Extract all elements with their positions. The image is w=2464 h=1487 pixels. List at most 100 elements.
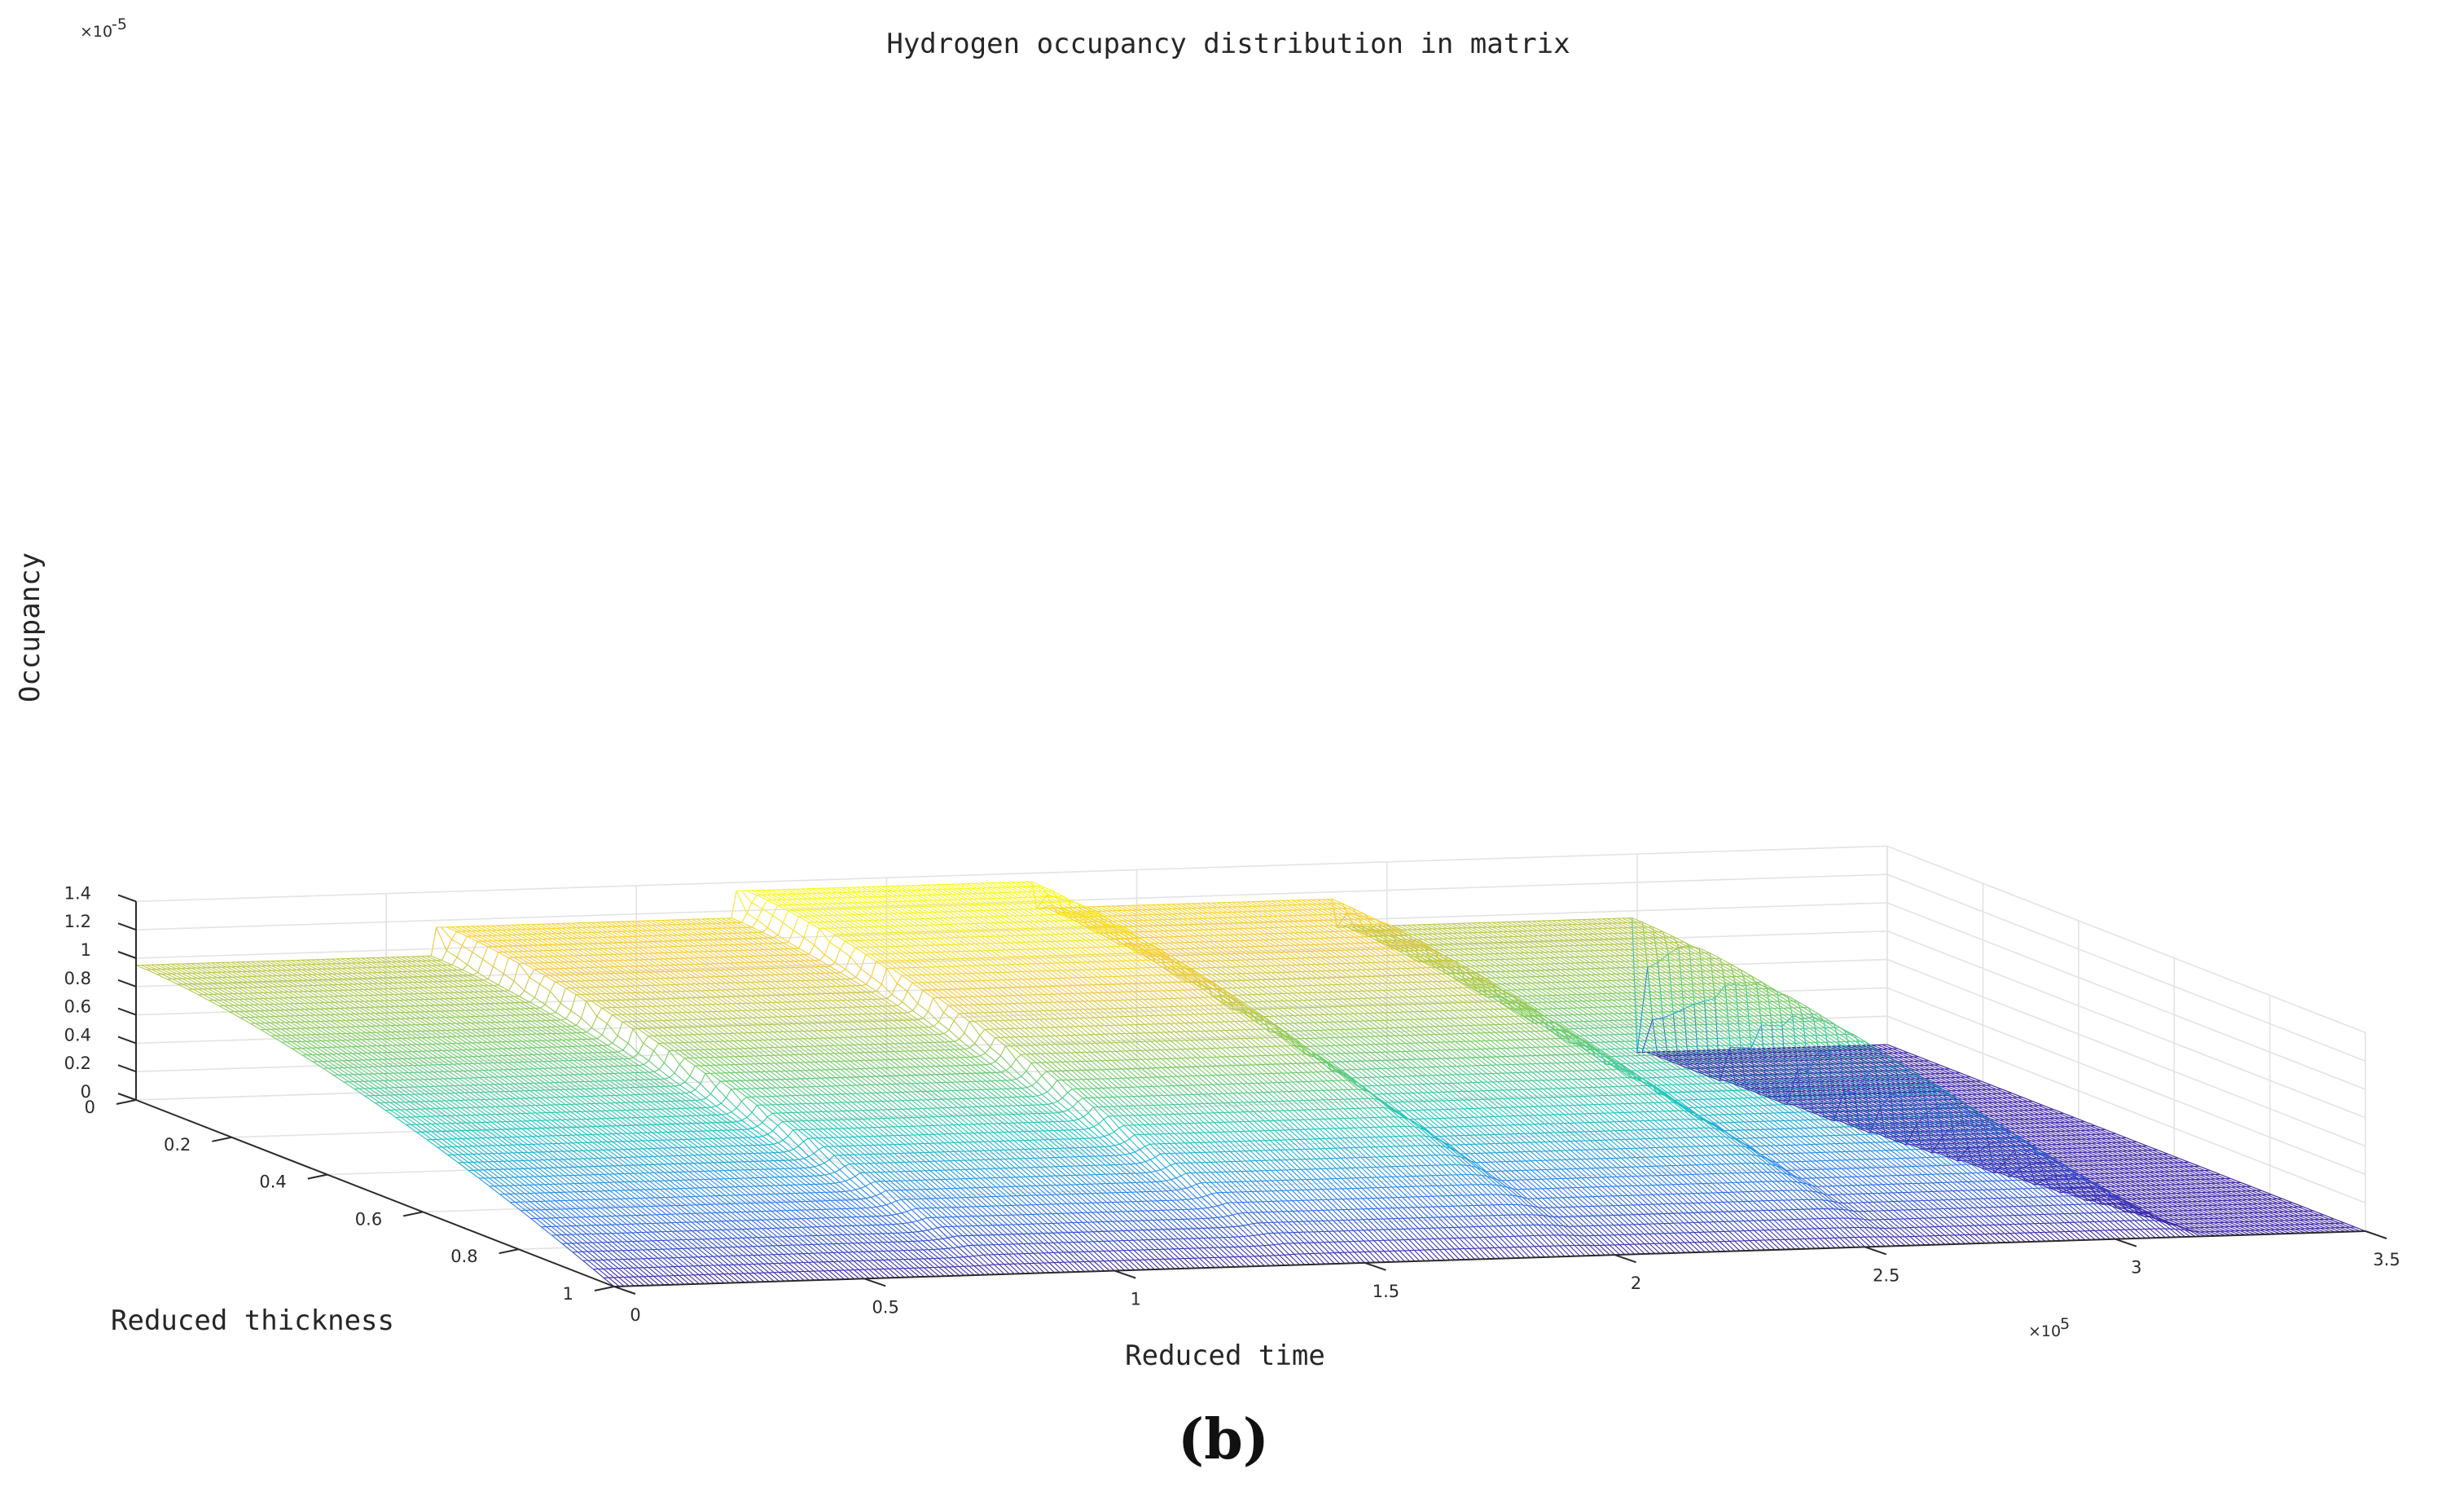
mesh-line — [870, 1181, 876, 1184]
mesh-line — [1191, 1183, 1197, 1187]
mesh-line — [1807, 1190, 1813, 1192]
mesh-line — [1114, 1143, 1120, 1146]
mesh-line — [1187, 1198, 1192, 1200]
mesh-line — [1104, 1146, 1110, 1147]
mesh-line — [1460, 1164, 1467, 1166]
mesh-line — [952, 1235, 959, 1238]
mesh-line — [921, 1216, 928, 1221]
mesh-line — [1160, 1167, 1166, 1171]
mesh-line — [978, 1254, 984, 1256]
mesh-line — [1248, 1234, 1254, 1237]
mesh-line — [1237, 1212, 1243, 1215]
mesh-line — [1197, 1196, 1202, 1199]
mesh-line — [917, 1230, 923, 1233]
mesh-line — [1228, 1214, 1233, 1216]
mesh-line — [1181, 1187, 1187, 1190]
mesh-line — [1124, 1153, 1131, 1155]
mesh-line — [1232, 1212, 1238, 1216]
mesh-line — [1268, 1244, 1274, 1246]
mesh-line — [1201, 1194, 1207, 1198]
mesh-line — [1538, 1214, 1544, 1216]
mesh-line — [876, 1205, 881, 1208]
mesh-line — [845, 1190, 851, 1192]
mesh-line — [1211, 1192, 1218, 1194]
mesh-line — [907, 1221, 912, 1224]
mesh-line — [1859, 1218, 1864, 1221]
mesh-line — [1289, 1253, 1295, 1256]
mesh-line — [890, 1200, 897, 1204]
mesh-line — [928, 1239, 933, 1241]
mesh-line — [1777, 1172, 1782, 1174]
mesh-line — [1171, 1163, 1176, 1166]
mesh-line — [1149, 1156, 1156, 1160]
mesh-line — [1140, 1161, 1146, 1164]
mesh-line — [1278, 1243, 1285, 1245]
mesh-line — [855, 1199, 861, 1200]
mesh-line — [916, 1219, 923, 1222]
mesh-line — [1853, 1210, 1859, 1212]
mesh-line — [906, 1209, 912, 1212]
mesh-line — [876, 1193, 881, 1196]
mesh-line — [1273, 1243, 1280, 1246]
mesh-line — [901, 1211, 907, 1214]
mesh-line — [1232, 1225, 1239, 1228]
mesh-line — [1476, 1174, 1482, 1177]
mesh-line — [1166, 1179, 1171, 1181]
mesh-line — [911, 1220, 918, 1223]
mesh-line — [1186, 1186, 1192, 1189]
mesh-line — [1217, 1216, 1223, 1218]
mesh-line — [1258, 1234, 1264, 1236]
mesh-line — [1451, 1155, 1456, 1157]
mesh-line — [1253, 1234, 1259, 1236]
mesh-line — [1140, 1146, 1145, 1150]
mesh-line — [1124, 1138, 1130, 1143]
mesh-line — [1196, 1182, 1202, 1185]
mesh-line — [845, 1178, 850, 1182]
mesh-line — [1864, 1218, 1869, 1221]
mesh-line — [860, 1186, 866, 1189]
mesh-line — [1217, 1203, 1223, 1207]
mesh-line — [937, 1226, 943, 1229]
mesh-line — [1263, 1244, 1269, 1247]
mesh-line — [1248, 1223, 1254, 1225]
mesh-line — [896, 1212, 903, 1215]
mesh-line — [1253, 1222, 1258, 1225]
mesh-line — [902, 1222, 907, 1225]
mesh-line — [1409, 1125, 1415, 1128]
mesh-line — [932, 1227, 938, 1230]
mesh-line — [1155, 1169, 1162, 1172]
mesh-line — [968, 1256, 974, 1257]
mesh-line — [933, 1238, 938, 1241]
mesh-line — [1838, 1208, 1844, 1211]
mesh-line — [1507, 1194, 1513, 1196]
floor-gridline — [423, 1155, 2175, 1213]
mesh-line — [824, 1159, 830, 1164]
mesh-line — [1165, 1164, 1171, 1168]
mesh-line — [1166, 1190, 1172, 1192]
mesh-line — [1129, 1134, 1135, 1140]
mesh-line — [829, 1172, 835, 1175]
mesh-line — [1135, 1149, 1140, 1153]
mesh-line — [854, 1172, 861, 1177]
mesh-line — [1119, 1142, 1125, 1145]
mesh-line — [1207, 1206, 1213, 1208]
mesh-line — [963, 1256, 969, 1258]
mesh-line — [881, 1190, 886, 1194]
mesh-line — [1228, 1226, 1233, 1228]
mesh-line — [1171, 1177, 1177, 1181]
mesh-line — [1175, 1175, 1182, 1179]
mesh-line — [865, 1196, 872, 1199]
mesh-line — [819, 1162, 825, 1166]
mesh-line — [911, 1208, 917, 1211]
mesh-line — [839, 1165, 845, 1170]
mesh-line — [871, 1206, 876, 1208]
mesh-line — [1154, 1153, 1161, 1158]
mesh-line — [942, 1247, 949, 1250]
mesh-line — [1212, 1216, 1218, 1219]
mesh-line — [1466, 1164, 1472, 1167]
mesh-line — [1222, 1202, 1228, 1205]
mesh-line — [2024, 1150, 2031, 1165]
mesh-line — [1243, 1235, 1249, 1238]
mesh-line — [1171, 1189, 1177, 1191]
